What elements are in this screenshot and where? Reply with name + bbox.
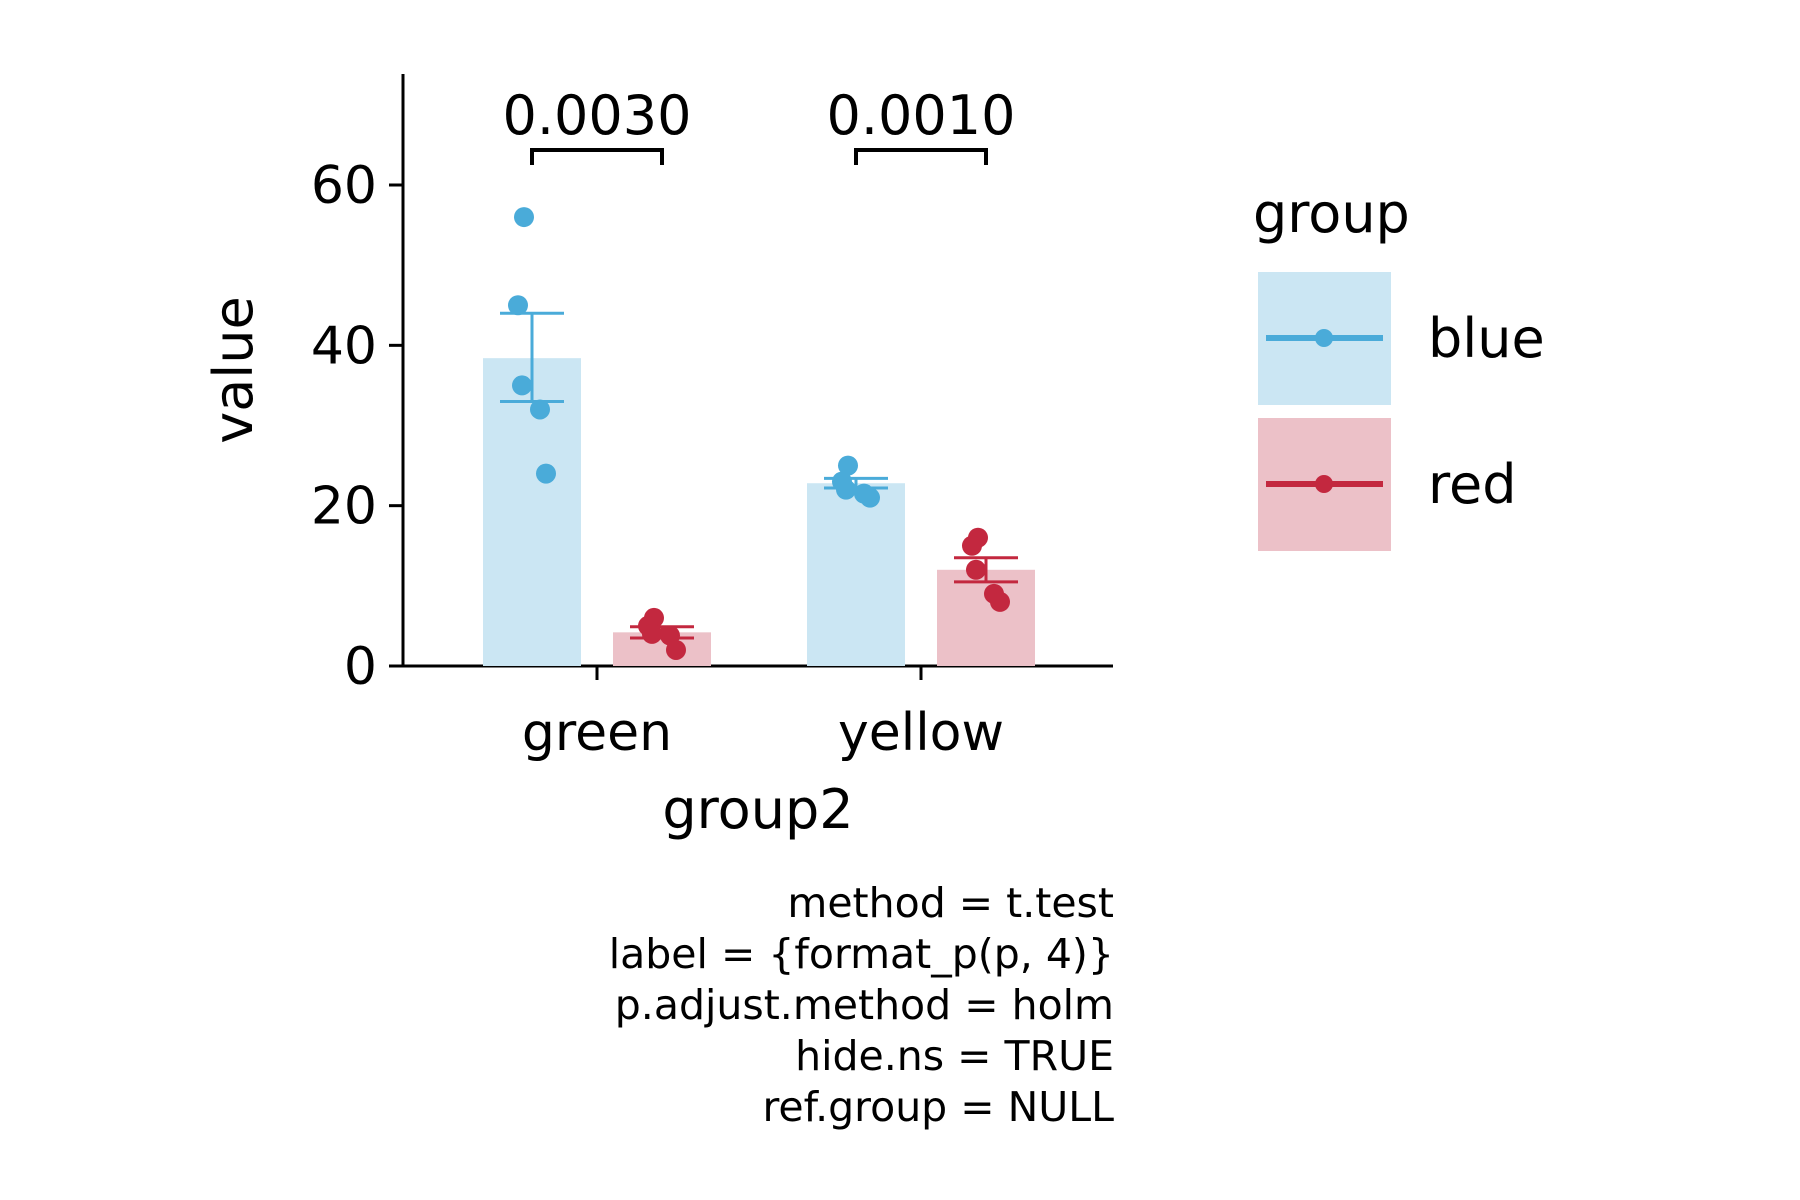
x-axis-title: group2 [662, 778, 853, 841]
data-point-red-yellow [962, 535, 982, 556]
y-axis-title: value [202, 296, 265, 444]
bar-blue-yellow [807, 483, 905, 666]
data-point-red-green [666, 639, 686, 660]
data-point-blue-green [514, 207, 534, 228]
data-point-blue-yellow [838, 455, 858, 476]
data-point-red-yellow [966, 559, 986, 580]
caption-line: ref.group = NULL [762, 1083, 1114, 1131]
legend-key-point-red [1315, 475, 1333, 493]
bar-red-yellow [937, 569, 1035, 666]
data-point-blue-green [508, 295, 528, 316]
data-point-blue-yellow [860, 487, 880, 508]
data-point-blue-green [530, 399, 550, 420]
p-value-label-yellow: 0.0010 [827, 84, 1016, 147]
data-point-blue-yellow [836, 479, 856, 500]
y-tick-label: 20 [311, 477, 377, 537]
data-point-red-green [642, 623, 662, 644]
data-point-blue-green [512, 375, 532, 396]
caption-line: hide.ns = TRUE [795, 1032, 1114, 1080]
legend-label-blue: blue [1428, 307, 1545, 370]
y-tick-label: 0 [344, 637, 377, 697]
y-tick-label: 60 [311, 156, 377, 216]
caption-line: label = {format_p(p, 4)} [609, 930, 1114, 978]
legend-label-red: red [1428, 453, 1517, 516]
caption-line: p.adjust.method = holm [615, 981, 1114, 1029]
significance-bracket-green [530, 148, 664, 165]
significance-bracket-yellow [854, 148, 988, 165]
y-tick-label: 40 [311, 316, 377, 376]
x-tick-label-green: green [522, 703, 672, 763]
caption-line: method = t.test [787, 879, 1114, 927]
legend-key-point-blue [1315, 329, 1333, 347]
x-tick-label-yellow: yellow [838, 703, 1004, 763]
legend-title: group [1253, 182, 1410, 245]
data-point-red-yellow [990, 591, 1010, 612]
p-value-label-green: 0.0030 [503, 84, 692, 147]
data-point-blue-green [536, 463, 556, 484]
